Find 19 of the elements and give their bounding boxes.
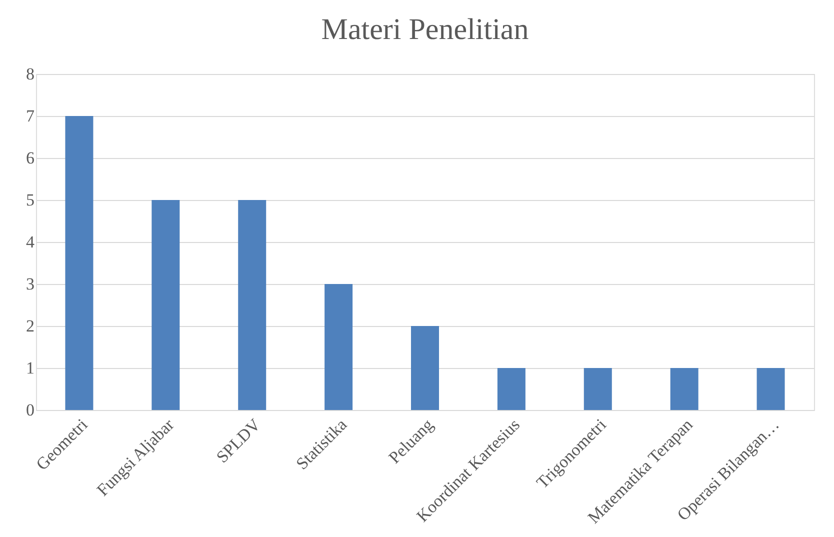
chart-title: Materi Penelitian <box>321 13 529 46</box>
y-tick-label: 3 <box>26 274 34 294</box>
bar <box>152 200 180 410</box>
y-tick-label: 4 <box>26 232 35 252</box>
y-tick-label: 1 <box>26 358 34 378</box>
bar <box>65 116 94 410</box>
bar <box>584 368 612 410</box>
y-tick-label: 0 <box>26 400 34 420</box>
bar <box>324 284 353 410</box>
y-tick-label: 5 <box>26 190 34 210</box>
bar <box>238 200 266 410</box>
y-tick-label: 8 <box>26 64 34 84</box>
bar <box>411 326 439 410</box>
y-tick-label: 2 <box>26 316 34 336</box>
bar <box>497 368 526 410</box>
bar <box>670 368 698 410</box>
y-tick-label: 7 <box>26 106 35 126</box>
bar <box>756 368 785 410</box>
y-tick-label: 6 <box>26 148 34 168</box>
